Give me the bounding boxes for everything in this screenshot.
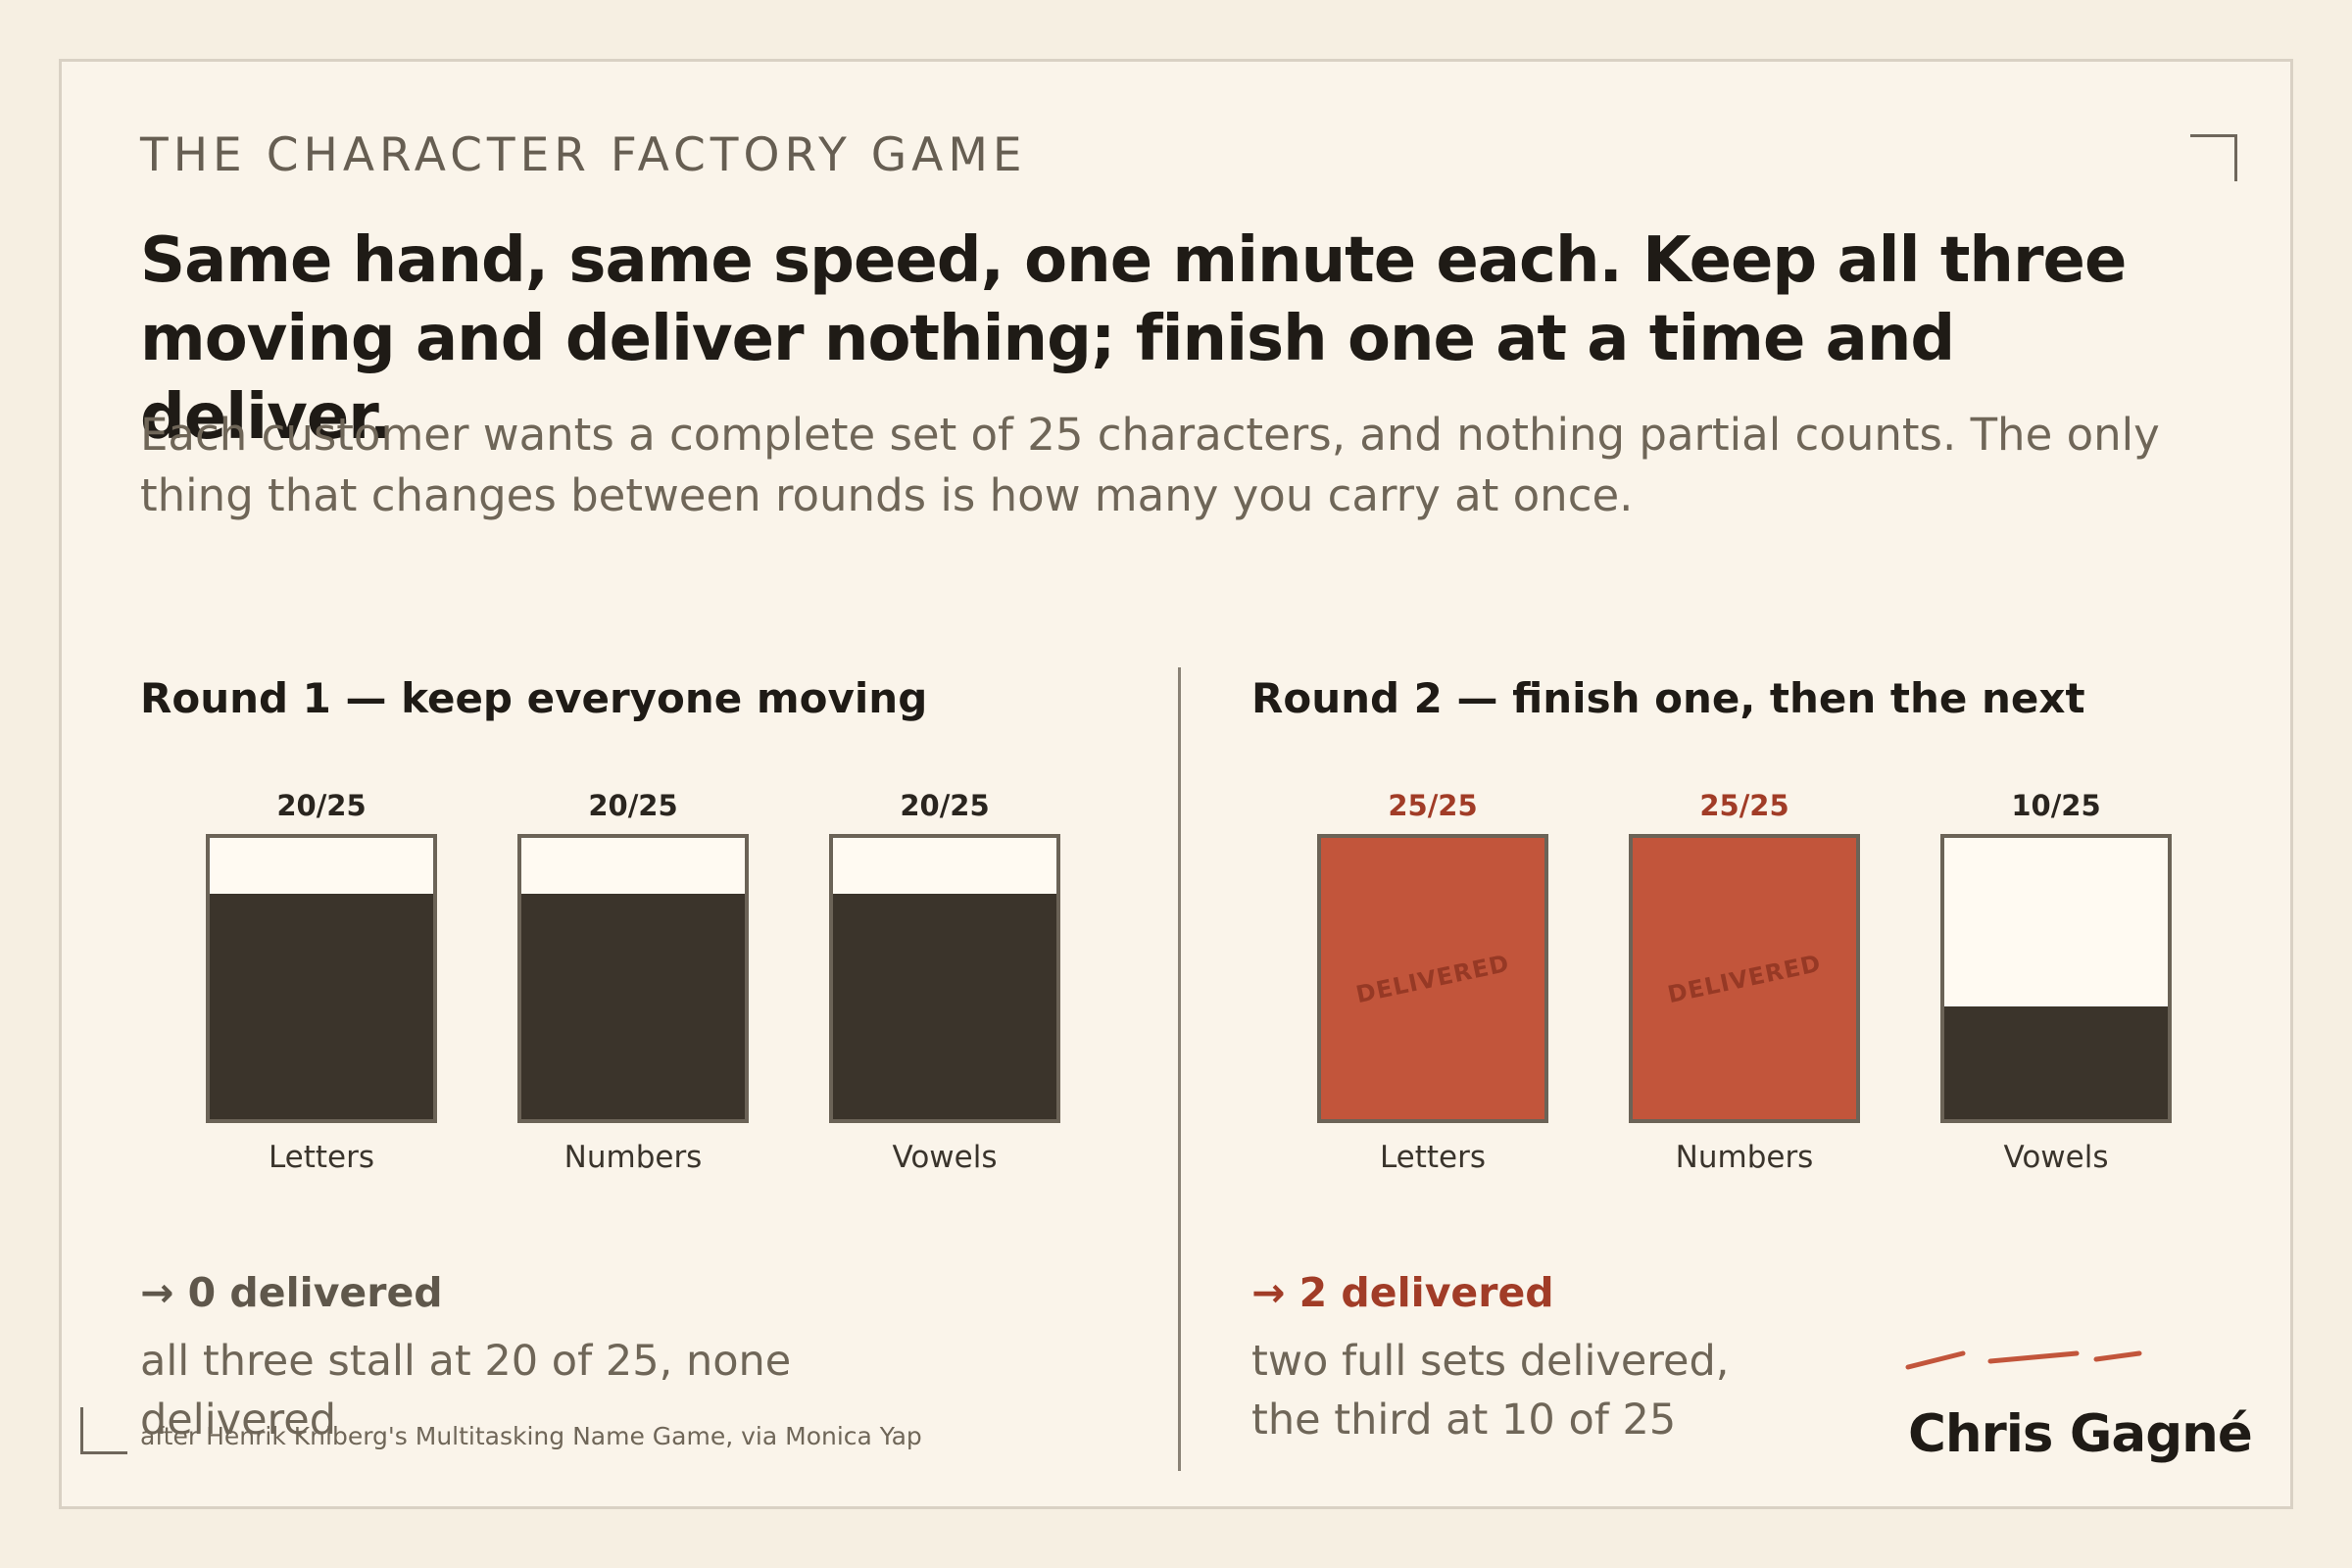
jar-fill [210, 894, 433, 1119]
round-divider [1178, 667, 1181, 1471]
round1-vowels-count: 20/25 [900, 789, 990, 822]
jar-fill [1944, 1006, 2168, 1119]
headline: Same hand, same speed, one minute each. … [140, 224, 2127, 454]
round1-letters-label: Letters [268, 1140, 375, 1175]
round1-numbers-label: Numbers [564, 1140, 703, 1175]
round1-letters-jar [206, 834, 437, 1123]
round1-numbers-count: 20/25 [588, 789, 678, 822]
corner-bracket-top-right [2190, 134, 2237, 181]
signature-name: Chris Gagné [1908, 1404, 2253, 1464]
round1-numbers-jar [517, 834, 749, 1123]
round2-title: Round 2 — finish one, then the next [1251, 674, 2085, 722]
lede-paragraph: Each customer wants a complete set of 25… [140, 409, 2160, 521]
round1-vowels-jar [829, 834, 1060, 1123]
round1-title: Round 1 — keep everyone moving [140, 674, 928, 722]
round2-numbers-jar: DELIVERED [1629, 834, 1860, 1123]
round1-letters-count: 20/25 [276, 789, 367, 822]
signature-flourish-icon [1905, 1350, 2142, 1370]
round2-note: two full sets delivered, the third at 10… [1251, 1337, 1730, 1445]
game-card: THE CHARACTER FACTORY GAME Same hand, sa… [59, 59, 2293, 1509]
credit-line: after Henrik Kniberg's Multitasking Name… [140, 1422, 922, 1450]
round1-note: all three stall at 20 of 25, none delive… [140, 1337, 792, 1445]
delivered-stamp: DELIVERED [1665, 949, 1824, 1008]
round2-letters-label: Letters [1379, 1140, 1487, 1175]
round1-vowels-label: Vowels [892, 1140, 998, 1175]
eyebrow-title: THE CHARACTER FACTORY GAME [140, 128, 1027, 182]
delivered-stamp: DELIVERED [1353, 949, 1512, 1008]
jar-fill [833, 894, 1056, 1119]
round2-vowels-jar [1940, 834, 2172, 1123]
corner-bracket-bottom-left [80, 1407, 127, 1454]
round2-letters-count: 25/25 [1388, 789, 1478, 822]
round1-result: → 0 delivered [140, 1269, 443, 1316]
jar-fill [521, 894, 745, 1119]
round2-result: → 2 delivered [1251, 1269, 1554, 1316]
round2-vowels-label: Vowels [2003, 1140, 2109, 1175]
round2-vowels-count: 10/25 [2011, 789, 2101, 822]
round2-numbers-count: 25/25 [1699, 789, 1789, 822]
round2-numbers-label: Numbers [1675, 1140, 1814, 1175]
round2-letters-jar: DELIVERED [1317, 834, 1548, 1123]
